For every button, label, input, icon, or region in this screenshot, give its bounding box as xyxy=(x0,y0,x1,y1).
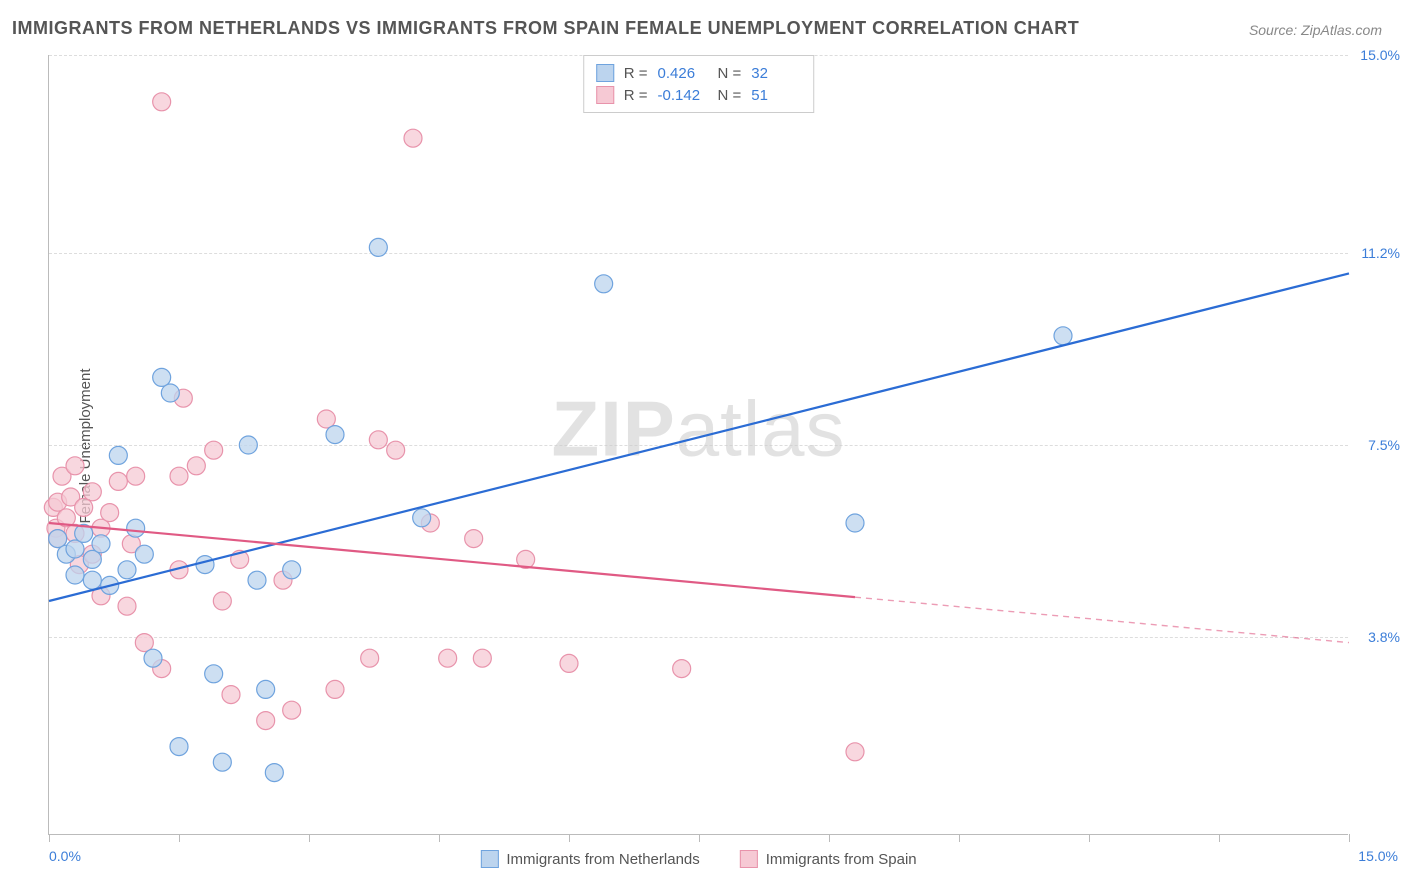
y-tick-label: 15.0% xyxy=(1360,47,1400,63)
data-point xyxy=(187,457,205,475)
series-legend: Immigrants from Netherlands Immigrants f… xyxy=(480,850,916,868)
trend-line-extrapolated xyxy=(855,597,1349,642)
data-point xyxy=(846,743,864,761)
x-tick xyxy=(1219,834,1220,842)
x-tick xyxy=(309,834,310,842)
data-point xyxy=(439,649,457,667)
data-point xyxy=(205,441,223,459)
data-point xyxy=(369,238,387,256)
data-point xyxy=(205,665,223,683)
data-point xyxy=(83,571,101,589)
x-tick xyxy=(179,834,180,842)
plot-area: ZIPatlas R = 0.426 N = 32 R = -0.142 N =… xyxy=(48,55,1348,835)
x-tick xyxy=(569,834,570,842)
data-point xyxy=(404,129,422,147)
x-tick xyxy=(699,834,700,842)
data-point xyxy=(326,426,344,444)
data-point xyxy=(135,545,153,563)
data-point xyxy=(257,712,275,730)
data-point xyxy=(66,566,84,584)
data-point xyxy=(283,701,301,719)
data-point xyxy=(101,504,119,522)
x-tick xyxy=(1349,834,1350,842)
data-point xyxy=(595,275,613,293)
data-point xyxy=(473,649,491,667)
data-point xyxy=(92,535,110,553)
data-point xyxy=(560,654,578,672)
data-point xyxy=(248,571,266,589)
x-tick xyxy=(829,834,830,842)
data-point xyxy=(361,649,379,667)
legend-row-spain: R = -0.142 N = 51 xyxy=(596,84,802,106)
data-point xyxy=(109,472,127,490)
r-value-spain: -0.142 xyxy=(658,87,708,104)
data-point xyxy=(161,384,179,402)
legend-label-spain: Immigrants from Spain xyxy=(766,851,917,868)
n-value-netherlands: 32 xyxy=(751,65,801,82)
x-tick xyxy=(959,834,960,842)
data-point xyxy=(1054,327,1072,345)
data-point xyxy=(83,483,101,501)
legend-item-netherlands: Immigrants from Netherlands xyxy=(480,850,699,868)
n-value-spain: 51 xyxy=(751,87,801,104)
scatter-svg xyxy=(49,55,1348,834)
data-point xyxy=(213,592,231,610)
data-point xyxy=(283,561,301,579)
data-point xyxy=(265,764,283,782)
data-point xyxy=(239,436,257,454)
data-point xyxy=(170,738,188,756)
x-tick xyxy=(439,834,440,842)
stats-legend: R = 0.426 N = 32 R = -0.142 N = 51 xyxy=(583,55,815,113)
legend-row-netherlands: R = 0.426 N = 32 xyxy=(596,62,802,84)
data-point xyxy=(196,556,214,574)
data-point xyxy=(127,467,145,485)
data-point xyxy=(109,446,127,464)
swatch-netherlands xyxy=(596,64,614,82)
x-axis-max-label: 15.0% xyxy=(1358,848,1398,864)
x-tick xyxy=(49,834,50,842)
trend-line xyxy=(49,523,855,597)
r-value-netherlands: 0.426 xyxy=(658,65,708,82)
data-point xyxy=(326,680,344,698)
x-axis-min-label: 0.0% xyxy=(49,848,81,864)
y-tick-label: 3.8% xyxy=(1368,629,1400,645)
data-point xyxy=(153,93,171,111)
data-point xyxy=(673,660,691,678)
swatch-icon xyxy=(740,850,758,868)
chart-title: IMMIGRANTS FROM NETHERLANDS VS IMMIGRANT… xyxy=(12,18,1079,39)
data-point xyxy=(369,431,387,449)
data-point xyxy=(846,514,864,532)
swatch-icon xyxy=(480,850,498,868)
legend-item-spain: Immigrants from Spain xyxy=(740,850,917,868)
data-point xyxy=(465,530,483,548)
data-point xyxy=(387,441,405,459)
data-point xyxy=(144,649,162,667)
swatch-spain xyxy=(596,86,614,104)
data-point xyxy=(118,597,136,615)
data-point xyxy=(257,680,275,698)
data-point xyxy=(213,753,231,771)
legend-label-netherlands: Immigrants from Netherlands xyxy=(506,851,699,868)
x-tick xyxy=(1089,834,1090,842)
data-point xyxy=(118,561,136,579)
source-attribution: Source: ZipAtlas.com xyxy=(1249,22,1382,38)
data-point xyxy=(170,467,188,485)
data-point xyxy=(222,686,240,704)
y-tick-label: 7.5% xyxy=(1368,437,1400,453)
y-tick-label: 11.2% xyxy=(1361,245,1400,261)
data-point xyxy=(413,509,431,527)
data-point xyxy=(66,457,84,475)
data-point xyxy=(127,519,145,537)
correlation-chart: IMMIGRANTS FROM NETHERLANDS VS IMMIGRANT… xyxy=(0,0,1406,892)
